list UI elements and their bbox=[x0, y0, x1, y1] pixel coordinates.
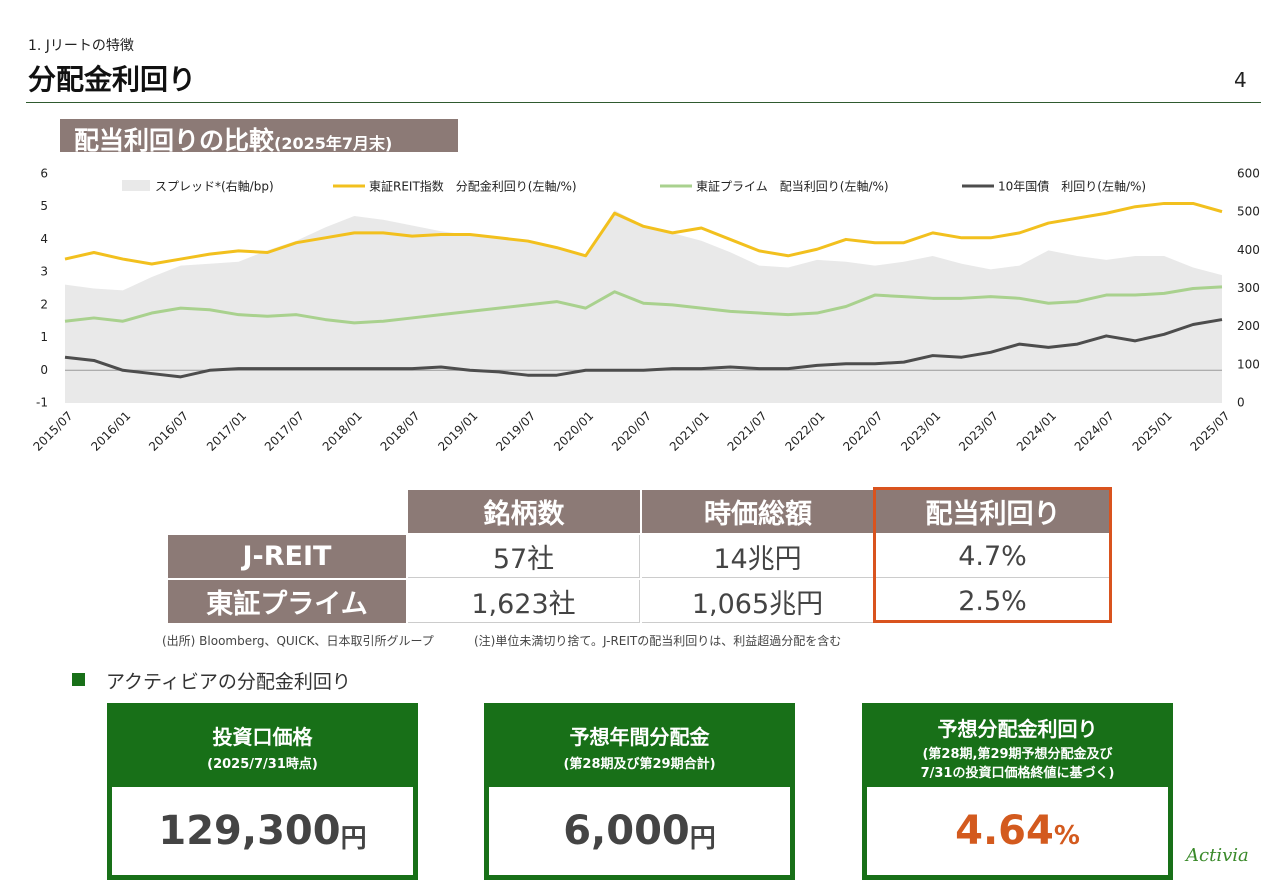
x-tick-label: 2023/07 bbox=[956, 409, 1001, 454]
yield-box: 予想年間分配金 (第28期及び第29期合計) 6,000 円 bbox=[484, 703, 795, 880]
y2-tick-label: 600 bbox=[1237, 167, 1260, 181]
chart-title: 配当利回りの比較 bbox=[74, 126, 275, 155]
x-tick-label: 2019/01 bbox=[435, 409, 480, 454]
box-value: 6,000 bbox=[563, 808, 690, 854]
legend-label: 10年国債 利回り(左軸/%) bbox=[998, 179, 1146, 194]
box-unit: 円 bbox=[689, 823, 716, 854]
box-value-panel: 4.64% bbox=[865, 785, 1170, 877]
table-cell: 4.7% bbox=[876, 535, 1110, 578]
x-tick-label: 2018/07 bbox=[378, 409, 423, 454]
x-tick-label: 2025/01 bbox=[1130, 409, 1175, 454]
slide-title: 分配金利回り bbox=[28, 63, 197, 96]
bullet bbox=[72, 673, 85, 686]
series-line bbox=[64, 285, 1223, 325]
source: (出所) Bloomberg、QUICK、日本取引所グループ bbox=[162, 634, 434, 648]
y-tick-label: 3 bbox=[40, 265, 48, 279]
x-tick-label: 2024/01 bbox=[1014, 409, 1059, 454]
table-cell: 1,065兆円 bbox=[642, 580, 874, 623]
x-tick-label: 2016/01 bbox=[88, 409, 133, 454]
box-value-panel: 6,000 円 bbox=[487, 785, 792, 877]
x-tick-label: 2023/01 bbox=[898, 409, 943, 454]
series-line bbox=[64, 318, 1223, 379]
highlight-frame bbox=[873, 487, 1112, 623]
row-label: J-REIT bbox=[168, 535, 406, 578]
legend-label: 東証REIT指数 分配金利回り(左軸/%) bbox=[369, 179, 577, 194]
box-title: 予想分配金利回り bbox=[937, 717, 1098, 741]
series-line bbox=[64, 201, 1223, 266]
box-subtitle: 7/31の投資口価格終値に基づく) bbox=[920, 766, 1115, 781]
yield-box: 予想分配金利回り (第28期,第29期予想分配金及び 7/31の投資口価格終値に基づ… bbox=[862, 703, 1173, 880]
box-unit: 円 bbox=[340, 823, 367, 854]
table-header: 銘柄数 bbox=[408, 490, 640, 533]
logo: Activia bbox=[1186, 845, 1249, 866]
box-subtitle: (2025/7/31時点) bbox=[207, 757, 318, 772]
y-tick-label: 5 bbox=[40, 199, 48, 213]
y-tick-label: 6 bbox=[40, 167, 48, 181]
x-tick-label: 2021/01 bbox=[667, 409, 712, 454]
x-tick-label: 2016/07 bbox=[146, 409, 191, 454]
table-header: 配当利回り bbox=[876, 490, 1110, 533]
legend-label: スプレッド*(右軸/bp) bbox=[155, 179, 274, 194]
box-unit: % bbox=[1053, 821, 1080, 851]
box-value: 4.64 bbox=[955, 808, 1054, 854]
x-tick-label: 2020/07 bbox=[609, 409, 654, 454]
x-tick-label: 2017/01 bbox=[204, 409, 249, 454]
x-tick-label: 2015/07 bbox=[30, 409, 75, 454]
spread-area bbox=[65, 210, 1222, 403]
box-value-panel: 129,300 円 bbox=[110, 785, 415, 877]
table-cell: 14兆円 bbox=[642, 535, 874, 578]
table-cell: 57社 bbox=[408, 535, 640, 578]
box-subtitle: (第28期,第29期予想分配金及び bbox=[922, 747, 1113, 762]
table-cell: 1,623社 bbox=[408, 580, 640, 623]
x-tick-label: 2022/01 bbox=[782, 409, 827, 454]
header-rule bbox=[26, 102, 1261, 103]
legend-label: 東証プライム 配当利回り(左軸/%) bbox=[696, 179, 889, 194]
chart-title-box: 配当利回りの比較 (2025年7月末) bbox=[60, 119, 458, 155]
y2-tick-label: 0 bbox=[1237, 396, 1245, 410]
chart: -1 0 1 2 3 4 5 6 0 100 200 300 400 500 600 2015/07 2016/… bbox=[30, 167, 1260, 454]
box-title: 投資口価格 bbox=[212, 725, 313, 749]
y-tick-label: 1 bbox=[40, 330, 48, 344]
x-tick-label: 2022/07 bbox=[840, 409, 885, 454]
chart-subtitle: (2025年7月末) bbox=[274, 134, 393, 153]
legend-swatch bbox=[122, 180, 150, 191]
note: (注)単位未満切り捨て。J-REITの配当利回りは、利益超過分配を含む bbox=[474, 634, 842, 648]
y-tick-label: 2 bbox=[40, 297, 48, 311]
table-cell: 2.5% bbox=[876, 580, 1110, 623]
y2-tick-label: 500 bbox=[1237, 205, 1260, 219]
x-tick-label: 2018/01 bbox=[320, 409, 365, 454]
x-tick-label: 2024/07 bbox=[1072, 409, 1117, 454]
x-tick-label: 2025/07 bbox=[1187, 409, 1232, 454]
box-subtitle: (第28期及び第29期合計) bbox=[563, 757, 716, 772]
box-value: 129,300 bbox=[158, 808, 341, 854]
section-heading: アクティビアの分配金利回り bbox=[106, 671, 351, 693]
y-tick-label: 4 bbox=[40, 232, 48, 246]
y-tick-label: 0 bbox=[40, 363, 48, 377]
x-tick-label: 2019/07 bbox=[493, 409, 538, 454]
y2-tick-label: 100 bbox=[1237, 357, 1260, 371]
x-tick-label: 2021/07 bbox=[725, 409, 770, 454]
x-tick-label: 2020/01 bbox=[551, 409, 596, 454]
y2-tick-label: 400 bbox=[1237, 243, 1260, 257]
table-header: 時価総額 bbox=[642, 490, 874, 533]
row-label: 東証プライム bbox=[168, 580, 406, 623]
y2-tick-label: 200 bbox=[1237, 319, 1260, 333]
x-tick-label: 2017/07 bbox=[262, 409, 307, 454]
y2-tick-label: 300 bbox=[1237, 281, 1260, 295]
page-number: 4 bbox=[1234, 68, 1247, 92]
yield-box: 投資口価格 (2025/7/31時点) 129,300 円 bbox=[107, 703, 418, 880]
section-label: 1. Jリートの特徴 bbox=[28, 38, 134, 54]
y-tick-label: -1 bbox=[36, 396, 48, 410]
box-title: 予想年間分配金 bbox=[569, 725, 710, 749]
